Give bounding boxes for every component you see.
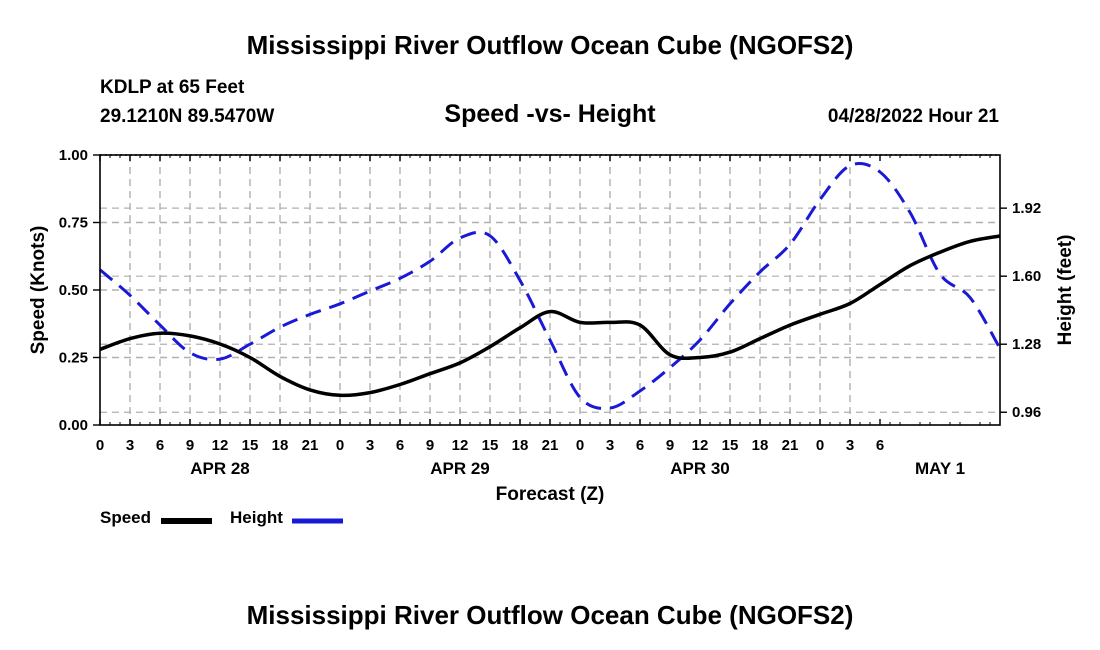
date-label: MAY 1 xyxy=(915,459,965,478)
chart-subtitle: Speed -vs- Height xyxy=(444,100,656,128)
y2-tick-label: 0.96 xyxy=(1012,404,1041,421)
y2-axis-label: Height (feet) xyxy=(1055,235,1076,346)
bottom-title: Mississippi River Outflow Ocean Cube (NG… xyxy=(246,600,854,630)
y2-tick-label: 1.60 xyxy=(1012,268,1041,285)
series-line-speed xyxy=(99,234,1001,398)
x-tick-label: 0 xyxy=(576,437,584,454)
x-tick-label: 6 xyxy=(156,437,164,454)
x-tick-label: 12 xyxy=(692,437,709,454)
axes: 0 3 6 9 12 15 18 21 0 3 6 9 12 15 18 21 0 3 6 9 12 15 18 21 0 3 6 A… xyxy=(59,147,1041,478)
x-tick-label: 18 xyxy=(512,437,529,454)
grid-lines xyxy=(100,155,1000,425)
x-tick-label: 15 xyxy=(722,437,739,454)
y-tick-label: 0.25 xyxy=(59,350,88,367)
x-tick-label: 3 xyxy=(366,437,374,454)
x-tick-label: 18 xyxy=(272,437,289,454)
legend-label-speed: Speed xyxy=(100,508,152,527)
x-tick-label: 15 xyxy=(482,437,499,454)
series-layer xyxy=(99,162,1002,410)
y-tick-label: 0.00 xyxy=(59,417,88,434)
x-tick-label: 0 xyxy=(96,437,104,454)
y-axis-label: Speed (Knots) xyxy=(28,226,49,355)
x-tick-label: 6 xyxy=(876,437,884,454)
x-tick-label: 12 xyxy=(452,437,469,454)
x-tick-label: 3 xyxy=(606,437,614,454)
x-tick-label: 0 xyxy=(336,437,344,454)
x-tick-label: 3 xyxy=(126,437,134,454)
y2-tick-label: 1.28 xyxy=(1012,336,1041,353)
x-tick-label: 15 xyxy=(242,437,259,454)
x-tick-label: 6 xyxy=(396,437,404,454)
legend-label-height: Height xyxy=(230,508,283,527)
x-tick-label: 18 xyxy=(752,437,769,454)
date-label: APR 30 xyxy=(670,459,730,478)
x-tick-label: 21 xyxy=(782,437,799,454)
y-tick-label: 0.50 xyxy=(59,282,88,299)
x-tick-label: 21 xyxy=(542,437,559,454)
chart-title: Mississippi River Outflow Ocean Cube (NG… xyxy=(246,30,854,60)
x-tick-label: 21 xyxy=(302,437,319,454)
date-label: APR 29 xyxy=(430,459,490,478)
y2-tick-label: 1.92 xyxy=(1012,200,1041,217)
station-label: KDLP at 65 Feet xyxy=(100,77,245,98)
x-tick-label: 3 xyxy=(846,437,854,454)
x-axis-label: Forecast (Z) xyxy=(496,484,605,505)
y-tick-label: 0.75 xyxy=(59,215,88,232)
x-tick-label: 9 xyxy=(426,437,434,454)
x-tick-label: 9 xyxy=(666,437,674,454)
forecast-datetime: 04/28/2022 Hour 21 xyxy=(827,106,999,127)
y-tick-label: 1.00 xyxy=(59,147,88,164)
date-label: APR 28 xyxy=(190,459,250,478)
x-tick-label: 12 xyxy=(212,437,229,454)
x-tick-label: 0 xyxy=(816,437,824,454)
x-tick-label: 6 xyxy=(636,437,644,454)
x-tick-label: 9 xyxy=(186,437,194,454)
station-coordinates: 29.1210N 89.5470W xyxy=(100,106,275,127)
series-line-height xyxy=(99,162,1002,410)
